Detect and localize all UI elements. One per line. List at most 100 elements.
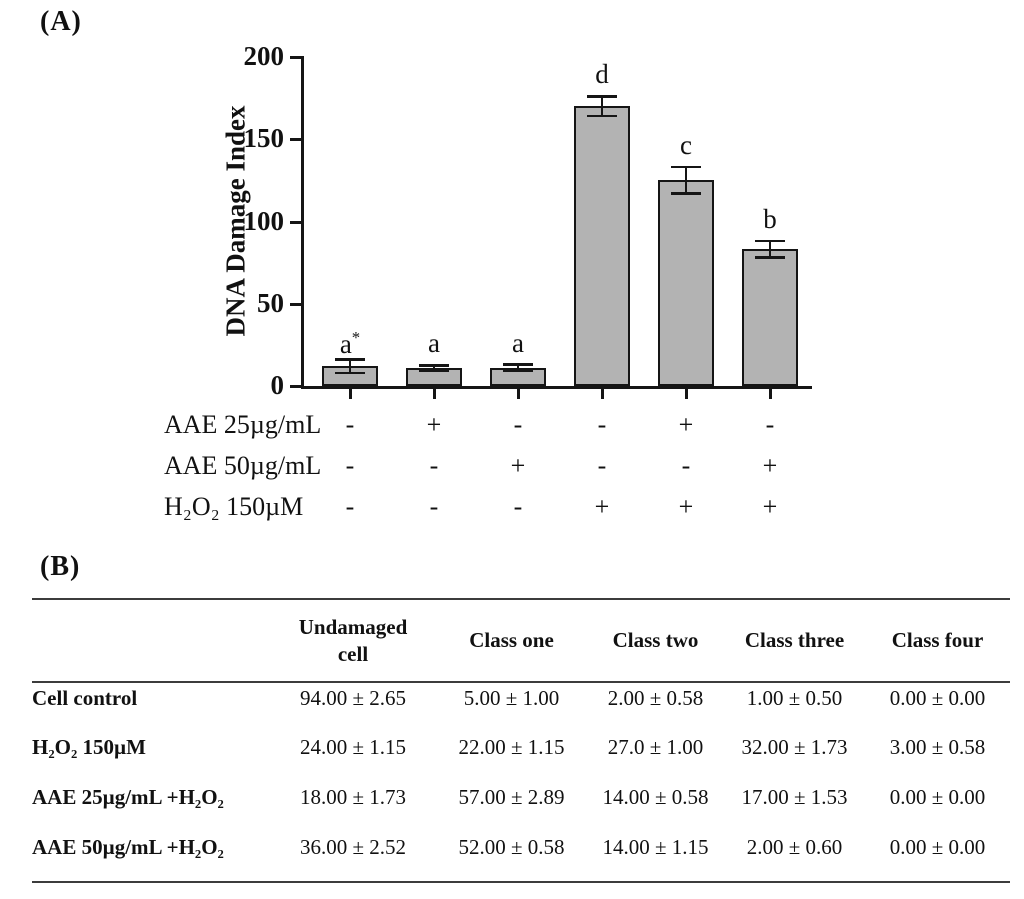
x-tick <box>516 389 520 399</box>
treatment-sign: - <box>345 492 355 521</box>
error-bar-line <box>600 96 604 117</box>
table-header-cell: Class one <box>436 599 587 683</box>
y-tick <box>290 385 301 388</box>
treatment-row-label: AAE 50µg/mL <box>164 451 322 480</box>
treatment-sign: - <box>513 410 523 439</box>
table-cell: 36.00 ± 2.52 <box>299 835 407 859</box>
treatment-sign: - <box>513 492 523 521</box>
y-tick-label: 100 <box>243 205 285 236</box>
table-cell: 5.00 ± 1.00 <box>463 686 560 710</box>
treatment-sign: + <box>678 410 694 439</box>
significance-letter: a* <box>339 327 361 359</box>
x-tick <box>684 389 688 399</box>
y-axis <box>301 56 304 389</box>
error-bar-cap-top <box>587 95 617 98</box>
treatment-sign: - <box>345 410 355 439</box>
error-bar-cap-top <box>671 165 701 169</box>
error-bar-cap-top <box>335 358 365 361</box>
error-bar-cap-bottom <box>335 371 365 375</box>
dna-damage-bar-chart: DNA Damage Index 0 50 100 150 200 a* a a d c b AAE … <box>164 41 812 521</box>
table-header-cell: Undamaged cell <box>270 599 436 683</box>
y-tick-label: 50 <box>257 287 284 318</box>
y-tick <box>290 138 301 142</box>
table-cell: 1.00 ± 0.50 <box>746 686 843 710</box>
treatment-sign: + <box>762 492 778 521</box>
table-cell: 94.00 ± 2.65 <box>299 686 407 710</box>
table-row: Cell control 94.00 ± 2.65 5.00 ± 1.00 2.00 … <box>32 682 1010 732</box>
treatment-sign: - <box>345 451 355 480</box>
x-tick <box>348 389 352 399</box>
treatment-sign: + <box>678 492 694 521</box>
treatment-sign: - <box>429 492 439 521</box>
error-bar-cap-bottom <box>587 114 617 118</box>
table-cell: 0.00 ± 0.00 <box>889 686 986 710</box>
bar <box>658 180 714 386</box>
bar <box>574 106 630 386</box>
table-cell: 57.00 ± 2.89 <box>458 785 565 809</box>
x-tick <box>600 389 604 399</box>
y-tick-label: 200 <box>243 41 285 71</box>
table-header-cell: Class two <box>587 599 724 683</box>
error-bar-cap-top <box>755 239 785 243</box>
table-cell: 2.00 ± 0.60 <box>746 835 843 859</box>
error-bar-line <box>348 359 352 373</box>
x-tick <box>768 389 772 399</box>
treatment-sign: + <box>762 451 778 480</box>
table-cell: 27.0 ± 1.00 <box>607 735 704 759</box>
treatment-sign: + <box>594 492 610 521</box>
table-row-label: AAE 25µg/mL +H₂O₂ <box>32 785 224 809</box>
table-row: H₂O₂ 150µM 24.00 ± 1.15 22.00 ± 1.15 27.0 ±… <box>32 732 1010 782</box>
table-cell: 52.00 ± 0.58 <box>458 835 565 859</box>
table-row-label: AAE 50µg/mL +H₂O₂ <box>32 835 224 859</box>
table-cell: 18.00 ± 1.73 <box>299 785 407 809</box>
y-tick <box>290 220 301 224</box>
error-bar-cap-top <box>419 364 449 367</box>
table-cell: 14.00 ± 0.58 <box>602 785 709 809</box>
table-row: AAE 25µg/mL +H₂O₂ 18.00 ± 1.73 57.00 ± 2.8… <box>32 782 1010 832</box>
table-header: Undamaged cell Class one Class two Class th… <box>32 599 1010 683</box>
table-cell: 24.00 ± 1.15 <box>299 735 407 759</box>
error-bar-cap-bottom <box>755 256 785 259</box>
significance-letter: a <box>512 327 524 358</box>
table-row: AAE 50µg/mL +H₂O₂ 36.00 ± 2.52 52.00 ± 0.5… <box>32 832 1010 882</box>
error-bar-cap-bottom <box>671 192 701 195</box>
panel-b-label: (B) <box>40 551 81 582</box>
significance-letter: a <box>428 328 440 359</box>
table-cell: 32.00 ± 1.73 <box>741 735 848 759</box>
comet-class-table: Undamaged cell Class one Class two Class th… <box>32 598 1010 883</box>
table-cell: 22.00 ± 1.15 <box>458 735 565 759</box>
treatment-sign: - <box>429 451 439 480</box>
y-tick <box>290 302 301 306</box>
y-tick-label: 150 <box>243 123 285 154</box>
table-cell: 3.00 ± 0.58 <box>889 735 986 759</box>
treatment-sign: + <box>510 451 526 480</box>
treatment-sign: - <box>597 410 607 439</box>
error-bar-cap-top <box>503 363 533 366</box>
treatment-sign: + <box>426 410 442 439</box>
table-cell: 0.00 ± 0.00 <box>889 785 986 809</box>
treatment-row-label: AAE 25µg/mL <box>164 410 322 439</box>
x-tick <box>432 389 436 399</box>
bar <box>742 249 798 386</box>
y-tick-label: 0 <box>270 370 285 400</box>
table-cell: 0.00 ± 0.00 <box>889 835 986 859</box>
significance-asterisk: * <box>351 327 361 347</box>
table-header-cell: Class four <box>865 599 1010 683</box>
treatment-row-label: H₂O₂ 150µM <box>164 492 304 521</box>
table-row-label: Cell control <box>32 686 138 710</box>
treatment-sign: - <box>681 451 691 480</box>
error-bar-line <box>516 364 520 372</box>
table-body: Cell control 94.00 ± 2.65 5.00 ± 1.00 2.00 … <box>32 682 1010 882</box>
treatment-sign: - <box>597 451 607 480</box>
table-header-cell <box>32 599 270 683</box>
table-header-cell: Class three <box>724 599 865 683</box>
y-tick <box>290 56 301 59</box>
treatment-sign: - <box>765 410 775 439</box>
error-bar-cap-bottom <box>503 369 533 373</box>
error-bar-cap-bottom <box>419 369 449 372</box>
table-cell: 17.00 ± 1.53 <box>741 785 848 809</box>
error-bar-line <box>432 365 436 371</box>
table-row-label: H₂O₂ 150µM <box>32 735 146 759</box>
x-axis <box>301 386 812 389</box>
